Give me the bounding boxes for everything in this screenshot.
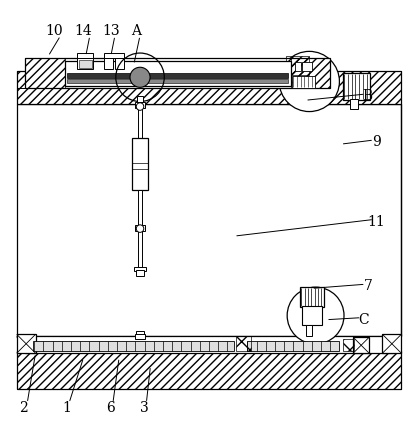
Bar bbox=[115, 58, 124, 69]
Bar bbox=[17, 351, 401, 389]
Bar bbox=[343, 73, 370, 100]
Bar bbox=[25, 336, 393, 353]
Bar bbox=[137, 96, 143, 101]
Bar bbox=[136, 270, 144, 276]
Bar bbox=[350, 99, 358, 109]
Bar bbox=[382, 334, 401, 353]
Text: 11: 11 bbox=[367, 214, 385, 229]
Bar bbox=[291, 58, 330, 88]
Bar bbox=[132, 138, 148, 190]
Text: B: B bbox=[363, 89, 373, 103]
Bar bbox=[353, 337, 369, 353]
Bar bbox=[136, 331, 144, 335]
Bar bbox=[77, 54, 93, 58]
Bar bbox=[67, 79, 288, 83]
Bar bbox=[25, 58, 65, 88]
Circle shape bbox=[130, 67, 150, 87]
Bar bbox=[135, 101, 145, 108]
Bar bbox=[138, 190, 142, 225]
Bar bbox=[302, 62, 312, 71]
Text: 2: 2 bbox=[19, 400, 27, 415]
Bar bbox=[104, 58, 113, 69]
Bar bbox=[286, 56, 309, 75]
Circle shape bbox=[279, 51, 339, 112]
Text: 6: 6 bbox=[107, 400, 115, 415]
Bar bbox=[343, 339, 354, 351]
Bar bbox=[306, 325, 312, 336]
Bar bbox=[236, 336, 251, 351]
Text: 14: 14 bbox=[75, 24, 92, 38]
Bar bbox=[104, 54, 124, 58]
Text: 9: 9 bbox=[372, 135, 380, 149]
Bar bbox=[33, 341, 234, 351]
Text: C: C bbox=[358, 313, 369, 327]
Bar bbox=[295, 62, 301, 71]
Bar bbox=[17, 105, 401, 336]
Text: 10: 10 bbox=[46, 24, 63, 38]
Bar bbox=[77, 58, 93, 69]
Circle shape bbox=[136, 103, 144, 110]
Bar bbox=[292, 76, 315, 88]
Bar bbox=[302, 307, 322, 325]
Text: 3: 3 bbox=[140, 400, 148, 415]
Bar bbox=[138, 108, 142, 138]
Circle shape bbox=[287, 287, 344, 344]
Bar bbox=[67, 73, 288, 78]
Bar bbox=[138, 231, 142, 268]
Bar bbox=[79, 60, 92, 68]
Text: 13: 13 bbox=[102, 24, 120, 38]
Bar bbox=[135, 225, 145, 231]
Bar bbox=[17, 334, 36, 353]
Text: A: A bbox=[131, 24, 141, 38]
Bar bbox=[17, 71, 401, 105]
Bar bbox=[247, 341, 339, 351]
Bar bbox=[25, 58, 330, 88]
Bar bbox=[134, 267, 146, 271]
Text: 1: 1 bbox=[62, 400, 71, 415]
Bar bbox=[65, 61, 291, 85]
Bar bbox=[300, 287, 324, 307]
Circle shape bbox=[136, 225, 144, 233]
Bar bbox=[135, 334, 145, 339]
Bar bbox=[17, 71, 401, 105]
Text: 7: 7 bbox=[363, 279, 372, 293]
Bar bbox=[17, 351, 401, 389]
